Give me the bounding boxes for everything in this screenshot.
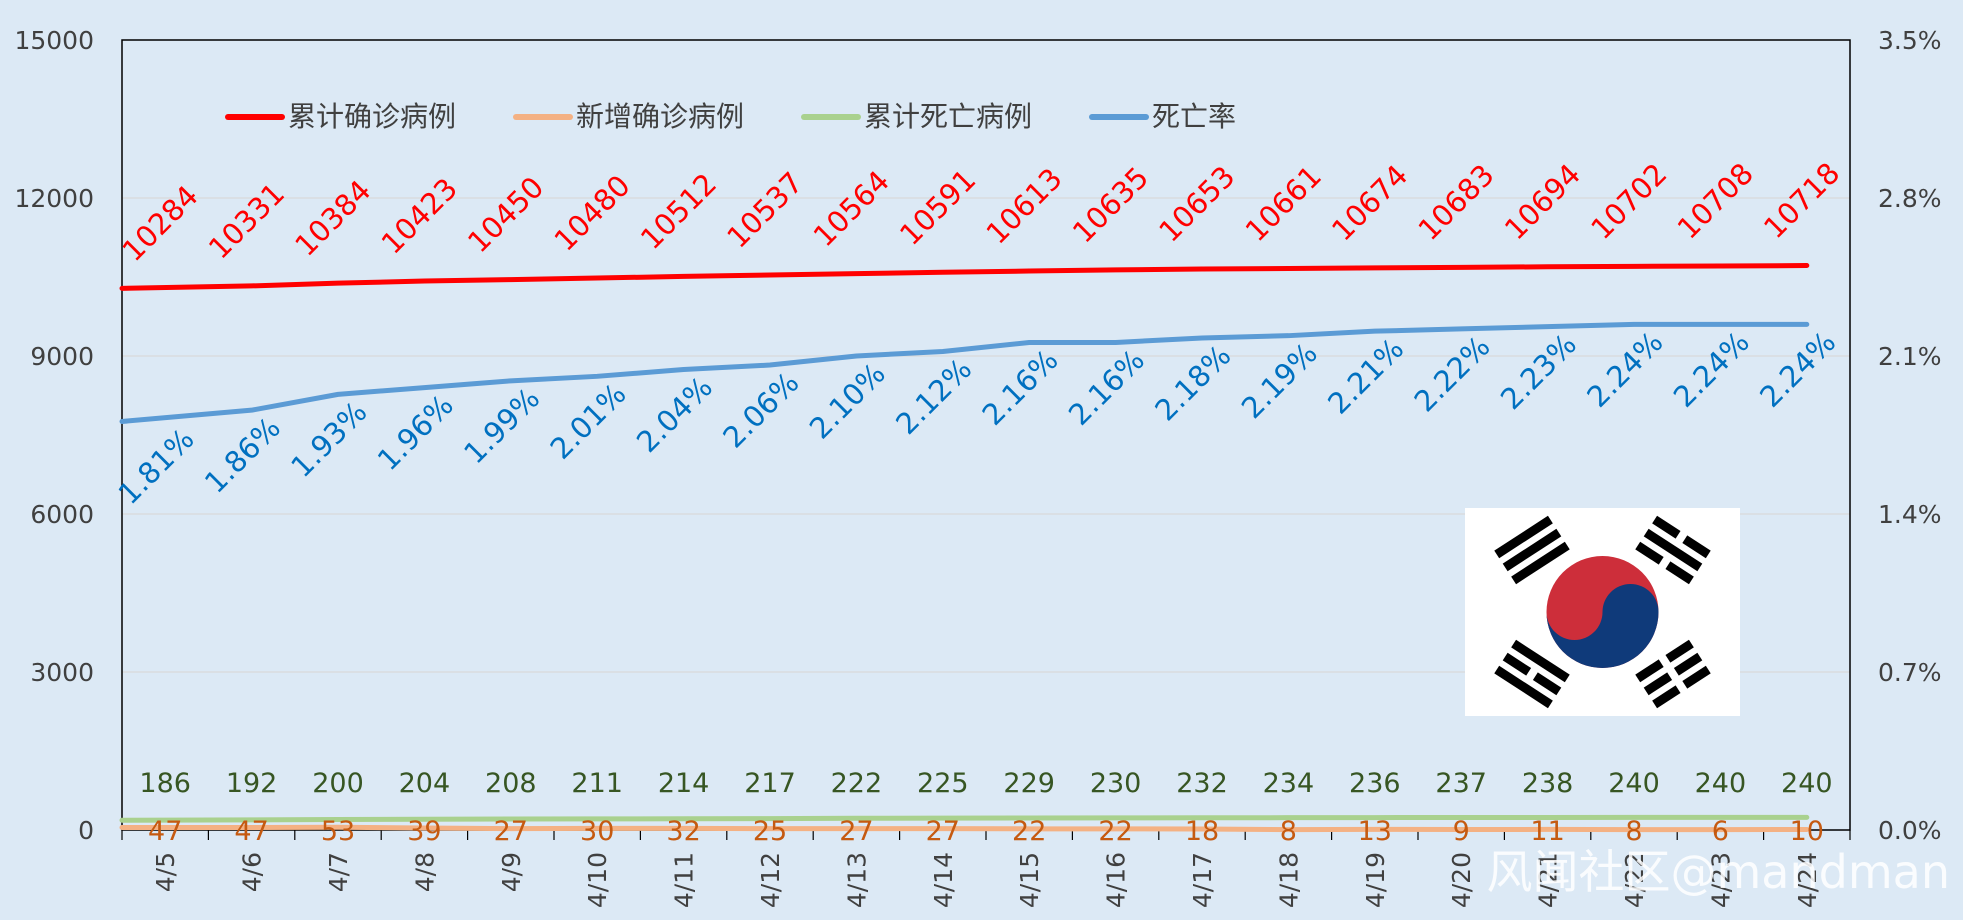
x-tick-label: 4/19 bbox=[1361, 852, 1390, 908]
data-label-new-cases: 47 bbox=[234, 816, 268, 847]
data-label-new-cases: 47 bbox=[148, 816, 182, 847]
y-tick-label-left: 0 bbox=[78, 816, 94, 845]
data-label-new-cases: 18 bbox=[1185, 816, 1219, 847]
data-label-new-cases: 10 bbox=[1790, 816, 1824, 847]
legend-label: 累计确诊病例 bbox=[288, 100, 456, 133]
trigram-top-left bbox=[1494, 515, 1570, 585]
data-label-total-deaths: 230 bbox=[1090, 768, 1142, 799]
trigram-bottom-right bbox=[1635, 639, 1711, 709]
y-tick-label-left: 15000 bbox=[14, 26, 94, 55]
y-tick-label-right: 2.8% bbox=[1878, 184, 1942, 213]
x-tick-label: 4/22 bbox=[1620, 852, 1649, 908]
data-label-total-deaths: 214 bbox=[658, 768, 710, 799]
legend-label: 死亡率 bbox=[1152, 100, 1236, 133]
data-label-total-deaths: 208 bbox=[485, 768, 537, 799]
data-label-total-deaths: 200 bbox=[312, 768, 364, 799]
data-label-new-cases: 39 bbox=[407, 816, 441, 847]
trigram-top-right bbox=[1635, 515, 1711, 585]
data-label-new-cases: 27 bbox=[839, 816, 873, 847]
series-line bbox=[119, 814, 1810, 823]
data-label-new-cases: 9 bbox=[1453, 816, 1470, 847]
x-tick-label: 4/13 bbox=[842, 852, 871, 908]
x-tick-label: 4/11 bbox=[670, 852, 699, 908]
data-label-new-cases: 8 bbox=[1280, 816, 1297, 847]
x-tick-label: 4/16 bbox=[1102, 852, 1131, 908]
x-tick-label: 4/12 bbox=[756, 852, 785, 908]
south-korea-flag bbox=[1465, 508, 1740, 716]
watermark: 风闻社区@mandman bbox=[1486, 845, 1950, 899]
x-tick-label: 4/14 bbox=[929, 852, 958, 908]
x-tick-label: 4/9 bbox=[497, 852, 526, 892]
data-label-new-cases: 8 bbox=[1625, 816, 1642, 847]
x-tick-label: 4/24 bbox=[1793, 852, 1822, 908]
data-label-total-deaths: 240 bbox=[1608, 768, 1660, 799]
data-label-new-cases: 25 bbox=[753, 816, 787, 847]
legend-label: 新增确诊病例 bbox=[576, 100, 744, 133]
y-tick-label-left: 12000 bbox=[14, 184, 94, 213]
x-tick-label: 4/10 bbox=[583, 852, 612, 908]
data-label-new-cases: 13 bbox=[1358, 816, 1392, 847]
axes: 0 3000 6000 9000 12000 15000 0.0% 0.7% 1.4% 2.1% 2… bbox=[14, 26, 1941, 908]
data-label-total-deaths: 217 bbox=[744, 768, 796, 799]
data-label-new-cases: 53 bbox=[321, 816, 355, 847]
y-tick-label-left: 3000 bbox=[30, 658, 94, 687]
data-label-total-deaths: 236 bbox=[1349, 768, 1401, 799]
data-label-new-cases: 11 bbox=[1530, 816, 1564, 847]
data-label-new-cases: 27 bbox=[926, 816, 960, 847]
y-tick-label-right: 2.1% bbox=[1878, 342, 1942, 371]
data-label-total-deaths: 240 bbox=[1695, 768, 1747, 799]
x-tick-label: 4/20 bbox=[1447, 852, 1476, 908]
x-tick-label: 4/15 bbox=[1015, 852, 1044, 908]
data-label-total-deaths: 192 bbox=[226, 768, 278, 799]
series-line bbox=[119, 321, 1810, 424]
legend-label: 累计死亡病例 bbox=[864, 100, 1032, 133]
data-label-new-cases: 27 bbox=[494, 816, 528, 847]
data-label-new-cases: 32 bbox=[666, 816, 700, 847]
y-tick-label-right: 1.4% bbox=[1878, 500, 1942, 529]
data-label-total-deaths: 211 bbox=[571, 768, 623, 799]
data-label-total-deaths: 240 bbox=[1781, 768, 1833, 799]
x-tick-label: 4/5 bbox=[151, 852, 180, 892]
series-lines bbox=[119, 263, 1810, 833]
data-label-total-deaths: 238 bbox=[1522, 768, 1574, 799]
data-label-total-deaths: 204 bbox=[399, 768, 451, 799]
data-label-new-cases: 6 bbox=[1712, 816, 1729, 847]
x-tick-label: 4/7 bbox=[324, 852, 353, 892]
data-label-new-cases: 30 bbox=[580, 816, 614, 847]
y-tick-label-left: 9000 bbox=[30, 342, 94, 371]
y-tick-label-right: 0.0% bbox=[1878, 816, 1942, 845]
data-label-total-deaths: 232 bbox=[1176, 768, 1228, 799]
legend: 累计确诊病例 新增确诊病例 累计死亡病例 死亡率 bbox=[225, 100, 1236, 133]
data-label-total-deaths: 186 bbox=[139, 768, 191, 799]
x-tick-label: 4/18 bbox=[1274, 852, 1303, 908]
data-label-total-deaths: 234 bbox=[1263, 768, 1315, 799]
x-tick-label: 4/17 bbox=[1188, 852, 1217, 908]
series-line bbox=[119, 824, 1810, 833]
y-tick-label-right: 3.5% bbox=[1878, 26, 1942, 55]
data-label-total-deaths: 225 bbox=[917, 768, 969, 799]
x-tick-label: 4/6 bbox=[238, 852, 267, 892]
data-label-new-cases: 22 bbox=[1098, 816, 1132, 847]
data-label-total-deaths: 222 bbox=[831, 768, 883, 799]
x-tick-label: 4/8 bbox=[410, 852, 439, 892]
trigram-bottom-left bbox=[1494, 639, 1570, 709]
series-line bbox=[119, 263, 1810, 291]
data-label-total-deaths: 237 bbox=[1435, 768, 1487, 799]
x-tick-label: 4/21 bbox=[1534, 852, 1563, 908]
y-tick-label-left: 6000 bbox=[30, 500, 94, 529]
y-tick-label-right: 0.7% bbox=[1878, 658, 1942, 687]
data-label-total-deaths: 229 bbox=[1003, 768, 1055, 799]
data-label-new-cases: 22 bbox=[1012, 816, 1046, 847]
x-tick-label: 4/23 bbox=[1706, 852, 1735, 908]
